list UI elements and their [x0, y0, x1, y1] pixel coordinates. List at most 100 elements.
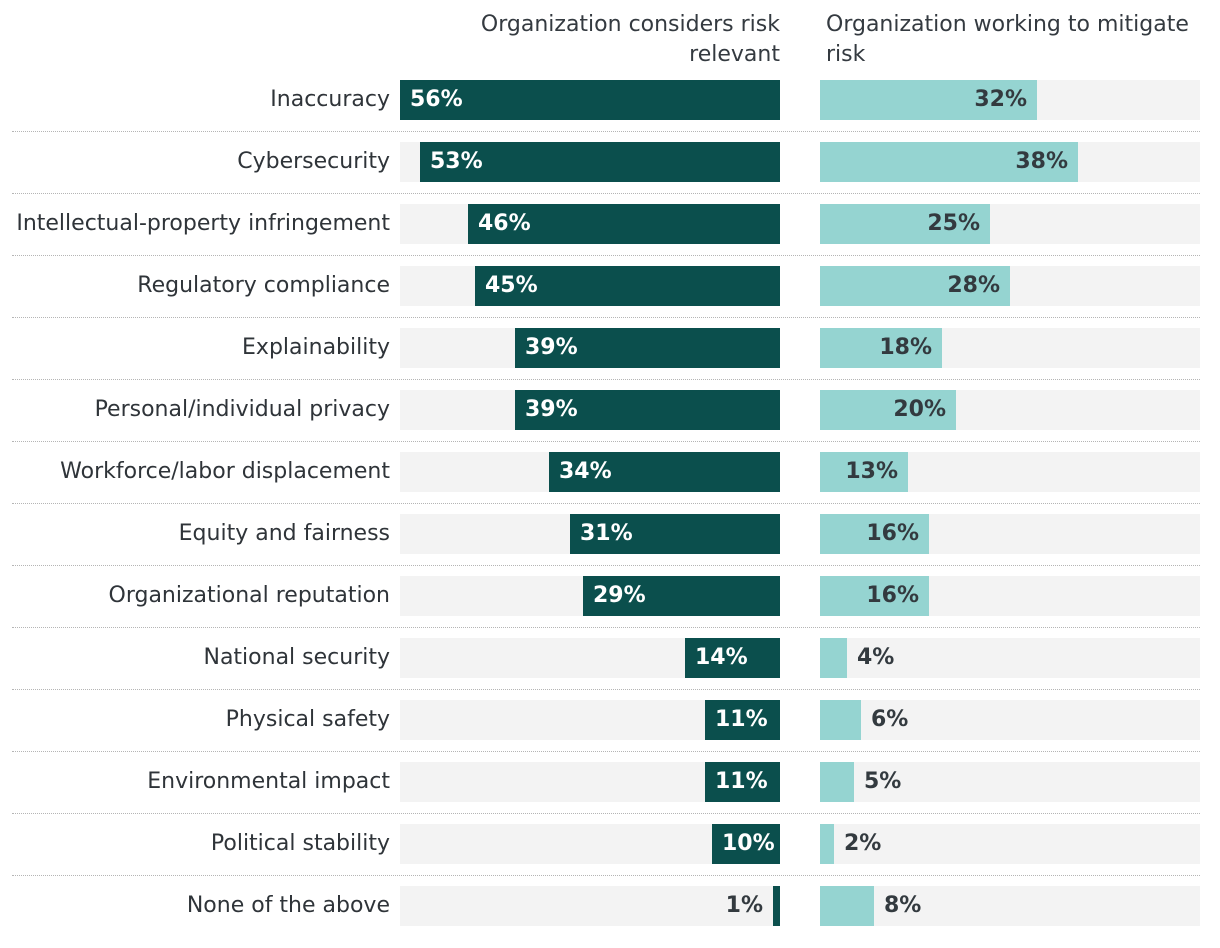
value-label-mitigate: 38%: [1015, 149, 1068, 174]
track-mitigate: [820, 700, 1200, 740]
value-label-mitigate: 16%: [866, 521, 919, 546]
bar-mitigate: [820, 452, 908, 492]
bar-mitigate: [820, 638, 847, 678]
category-label: Physical safety: [225, 707, 390, 732]
row-separator: [12, 565, 1200, 566]
row-separator: [12, 441, 1200, 442]
bar-relevant: [475, 266, 780, 306]
row-separator: [12, 751, 1200, 752]
bar-relevant: [773, 886, 780, 926]
value-label-mitigate: 16%: [866, 583, 919, 608]
row-separator: [12, 503, 1200, 504]
bar-relevant: [705, 700, 780, 740]
series-header-relevant: Organization considers risk relevant: [480, 12, 780, 67]
chart-row: None of the above 1% 8%: [0, 886, 1220, 948]
category-label: Workforce/labor displacement: [60, 459, 390, 484]
bar-relevant: [549, 452, 780, 492]
value-label-relevant: 45%: [485, 273, 538, 298]
value-label-mitigate: 5%: [864, 769, 902, 794]
bar-mitigate: [820, 266, 1010, 306]
value-label-mitigate: 25%: [927, 211, 980, 236]
value-label-mitigate: 2%: [844, 831, 882, 856]
track-relevant: [400, 886, 780, 926]
chart-row: Intellectual-property infringement 46% 25%: [0, 204, 1220, 266]
bar-mitigate: [820, 514, 929, 554]
value-label-mitigate: 28%: [947, 273, 1000, 298]
value-label-mitigate: 18%: [879, 335, 932, 360]
category-label: Political stability: [210, 831, 390, 856]
track-mitigate: [820, 824, 1200, 864]
row-separator: [12, 875, 1200, 876]
value-label-mitigate: 32%: [974, 87, 1027, 112]
value-label-mitigate: 13%: [845, 459, 898, 484]
bar-relevant: [570, 514, 780, 554]
value-label-relevant: 11%: [715, 707, 768, 732]
row-separator: [12, 255, 1200, 256]
category-label: None of the above: [186, 893, 390, 918]
chart-row: Physical safety 11% 6%: [0, 700, 1220, 762]
series-header-mitigate: Organization working to mitigate risk: [826, 12, 1189, 67]
bar-mitigate: [820, 824, 834, 864]
category-label: Equity and fairness: [178, 521, 390, 546]
bar-relevant: [420, 142, 780, 182]
value-label-relevant: 34%: [559, 459, 612, 484]
category-label: Explainability: [242, 335, 390, 360]
row-separator: [12, 627, 1200, 628]
chart-row: National security 14% 4%: [0, 638, 1220, 700]
bar-relevant: [515, 328, 780, 368]
value-label-relevant: 39%: [525, 335, 578, 360]
bar-mitigate: [820, 328, 942, 368]
track-mitigate: [820, 638, 1200, 678]
bar-relevant: [712, 824, 780, 864]
value-label-relevant: 46%: [478, 211, 531, 236]
bar-mitigate: [820, 142, 1078, 182]
bar-relevant: [468, 204, 780, 244]
value-label-relevant: 14%: [695, 645, 748, 670]
value-label-relevant: 1%: [725, 893, 763, 918]
value-label-mitigate: 8%: [884, 893, 922, 918]
value-label-relevant: 39%: [525, 397, 578, 422]
value-label-relevant: 53%: [430, 149, 483, 174]
bar-mitigate: [820, 390, 956, 430]
bar-mitigate: [820, 204, 990, 244]
bar-mitigate: [820, 700, 861, 740]
bar-mitigate: [820, 576, 929, 616]
chart-row: Inaccuracy 56% 32%: [0, 80, 1220, 142]
value-label-relevant: 10%: [722, 831, 775, 856]
bar-relevant: [685, 638, 780, 678]
bar-relevant: [583, 576, 780, 616]
row-separator: [12, 317, 1200, 318]
chart-row: Environmental impact 11% 5%: [0, 762, 1220, 824]
bar-relevant: [705, 762, 780, 802]
value-label-mitigate: 6%: [871, 707, 909, 732]
category-label: Regulatory compliance: [137, 273, 390, 298]
category-label: Personal/individual privacy: [94, 397, 390, 422]
chart-row: Regulatory compliance 45% 28%: [0, 266, 1220, 328]
chart-row: Personal/individual privacy 39% 20%: [0, 390, 1220, 452]
bar-mitigate: [820, 762, 854, 802]
category-label: National security: [203, 645, 390, 670]
track-mitigate: [820, 886, 1200, 926]
chart-row: Cybersecurity 53% 38%: [0, 142, 1220, 204]
row-separator: [12, 131, 1200, 132]
value-label-relevant: 56%: [410, 87, 463, 112]
chart-row: Explainability 39% 18%: [0, 328, 1220, 390]
chart-row: Organizational reputation 29% 16%: [0, 576, 1220, 638]
category-label: Cybersecurity: [237, 149, 390, 174]
value-label-mitigate: 4%: [857, 645, 895, 670]
row-separator: [12, 813, 1200, 814]
chart-row: Political stability 10% 2%: [0, 824, 1220, 886]
chart-row: Equity and fairness 31% 16%: [0, 514, 1220, 576]
row-separator: [12, 193, 1200, 194]
value-label-relevant: 31%: [580, 521, 633, 546]
category-label: Inaccuracy: [270, 87, 390, 112]
category-label: Intellectual-property infringement: [16, 211, 390, 236]
category-label: Organizational reputation: [108, 583, 391, 608]
category-label: Environmental impact: [147, 769, 390, 794]
bar-mitigate: [820, 80, 1037, 120]
bar-relevant: [515, 390, 780, 430]
track-mitigate: [820, 762, 1200, 802]
row-separator: [12, 689, 1200, 690]
bar-relevant: [400, 80, 780, 120]
